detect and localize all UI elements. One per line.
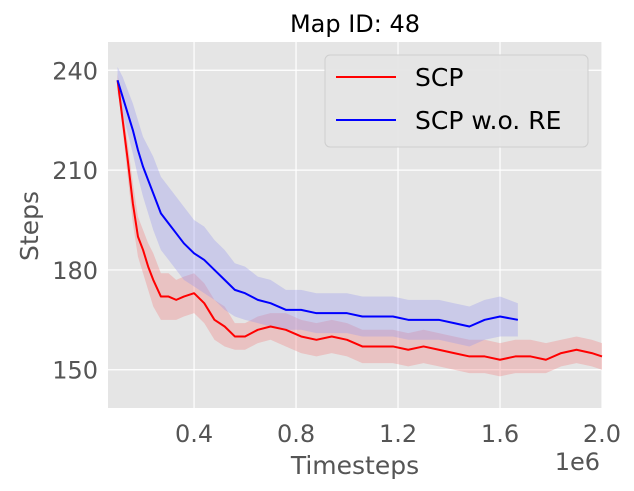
series-lines xyxy=(116,79,603,361)
series-line-1 xyxy=(116,79,519,328)
x-axis-ticks: 0.4 0.8 1.2 1.6 2.0 xyxy=(175,420,621,448)
x-tick-label: 2.0 xyxy=(583,420,621,448)
y-tick-label: 150 xyxy=(52,357,98,385)
chart-title: Map ID: 48 xyxy=(290,10,420,38)
legend-label-scp: SCP xyxy=(415,63,463,92)
series-band-1 xyxy=(117,66,518,347)
x-tick-label: 0.4 xyxy=(175,420,213,448)
legend: SCP SCP w.o. RE xyxy=(324,54,589,148)
y-axis-label: Steps xyxy=(15,191,44,261)
series-band-0 xyxy=(117,73,603,377)
x-tick-label: 1.2 xyxy=(379,420,417,448)
y-tick-label: 180 xyxy=(52,257,98,285)
series-line-0 xyxy=(116,80,603,361)
x-tick-label: 1.6 xyxy=(481,420,519,448)
y-tick-label: 210 xyxy=(52,157,98,185)
x-axis-label: Timesteps xyxy=(290,451,419,480)
x-tick-label: 0.8 xyxy=(277,420,315,448)
confidence-bands xyxy=(117,66,603,377)
x-offset-text: 1e6 xyxy=(555,448,600,476)
y-tick-label: 240 xyxy=(52,57,98,85)
legend-label-scp-wo-re: SCP w.o. RE xyxy=(415,106,561,135)
y-axis-ticks: 150 180 210 240 xyxy=(52,57,98,384)
